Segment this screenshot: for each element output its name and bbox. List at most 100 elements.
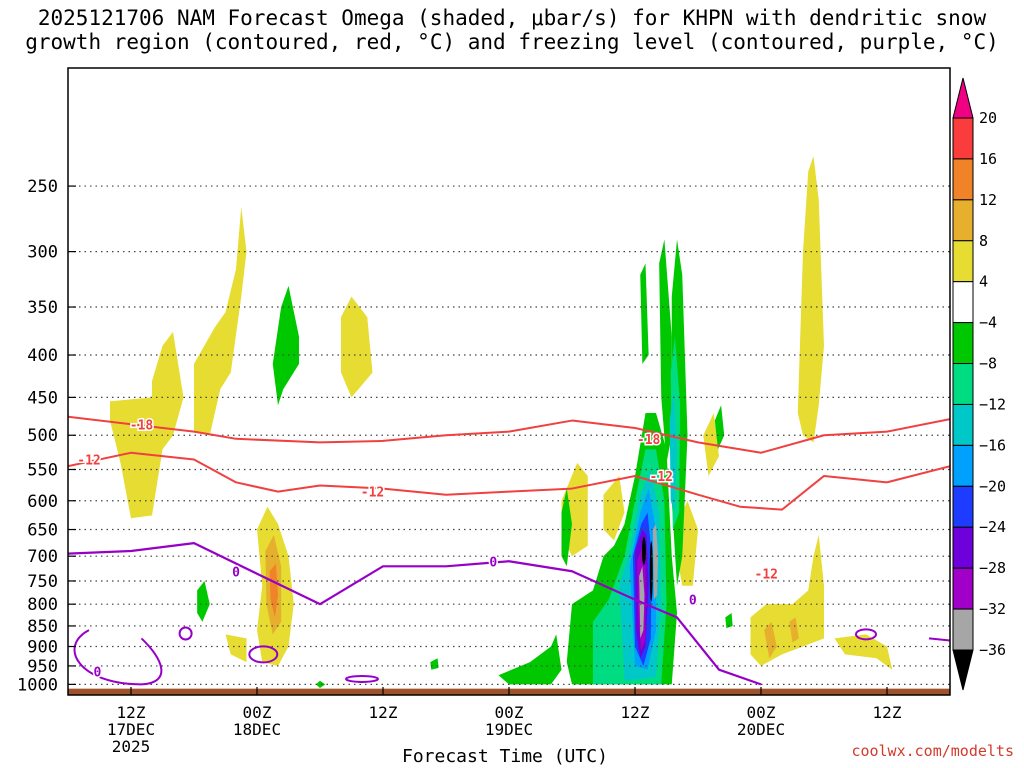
ytick-label-500: 500 (27, 426, 58, 446)
omega-blob (725, 613, 733, 629)
colorbar-swatch (952, 567, 974, 610)
omega-blob (110, 397, 163, 519)
contour-minus18 (68, 415, 950, 454)
omega-blob (789, 617, 799, 643)
colorbar-label: −20 (979, 477, 1006, 495)
xtick-label: 2025 (112, 737, 151, 756)
xtick-label: 12Z (873, 703, 902, 722)
colorbar-label: −36 (979, 641, 1006, 659)
colorbar-swatch (952, 117, 974, 160)
colorbar-label: 8 (979, 232, 988, 250)
xtick-label: 20DEC (737, 720, 785, 739)
xtick-label: 18DEC (233, 720, 281, 739)
ytick-label-700: 700 (27, 547, 58, 567)
colorbar-label: −16 (979, 436, 1006, 454)
omega-extreme (641, 536, 646, 565)
xtick-label: 00Z (243, 703, 272, 722)
contour-freezing-loop (928, 637, 950, 642)
omega-blob (430, 658, 439, 670)
xtick-label: 12Z (621, 703, 650, 722)
colorbar-swatch (952, 444, 974, 487)
colorbar-swatch (952, 322, 974, 365)
contour-freezing-loop (855, 628, 877, 641)
colorbar-label: −12 (979, 395, 1006, 413)
colorbar-swatch (952, 199, 974, 242)
contour-label-minus12: -12 (755, 568, 778, 583)
contour-label-freezing: 0 (689, 594, 697, 609)
ytick-label-850: 850 (27, 617, 58, 637)
contour-label-freezing: 0 (93, 666, 101, 681)
omega-blob (603, 475, 625, 541)
colorbar-label: −24 (979, 518, 1006, 536)
contour-freezing-loop (178, 626, 193, 641)
omega-shading (110, 156, 893, 688)
colorbar: 20 16 12 8 4 −4 −8 −12 −16 −20 −24 −28 −32 −36 (952, 77, 1006, 691)
ytick-label-600: 600 (27, 492, 58, 512)
contour-label-freezing: 0 (232, 565, 240, 580)
ytick-label-1000: 1000 (17, 675, 58, 695)
omega-blob (714, 405, 725, 450)
omega-blob (315, 680, 326, 688)
ytick-label-250: 250 (27, 177, 58, 197)
contour-label-freezing: 0 (489, 555, 497, 570)
colorbar-swatch (952, 485, 974, 528)
omega-blob (225, 634, 247, 663)
ytick-label-800: 800 (27, 595, 58, 615)
omega-blob (194, 207, 247, 436)
colorbar-label: 20 (979, 109, 997, 127)
credit-text: coolwx.com/modelts (851, 742, 1014, 760)
colorbar-label: 16 (979, 150, 997, 168)
colorbar-swatch (952, 363, 974, 405)
omega-blob (640, 263, 649, 364)
omega-blob (561, 488, 572, 567)
colorbar-swatch (952, 158, 974, 201)
ytick-label-950: 950 (27, 657, 58, 677)
xtick-label: 12Z (117, 703, 146, 722)
ytick-label-650: 650 (27, 521, 58, 541)
omega-blob (659, 239, 672, 463)
contour-freezing-loop (248, 645, 279, 664)
contour-freezing-loop (345, 674, 379, 683)
xtick-label: 00Z (495, 703, 524, 722)
colorbar-label: −4 (979, 314, 997, 332)
colorbar-top-triangle (952, 77, 974, 119)
colorbar-swatch (952, 526, 974, 569)
contour-lines: -18 -18 -12 -12 -12 -12 0 0 0 0 (68, 415, 950, 686)
contour-label-minus12: -12 (361, 486, 384, 501)
pressure-gridlines (68, 185, 950, 685)
colorbar-label: −8 (979, 355, 997, 373)
omega-blob (197, 580, 210, 622)
contour-label-minus12: -12 (77, 454, 100, 469)
contour-minus12 (68, 451, 950, 511)
ytick-label-350: 350 (27, 298, 58, 318)
colorbar-label: 12 (979, 191, 997, 209)
contour-label-minus12: -12 (650, 470, 673, 485)
colorbar-swatch (952, 240, 974, 283)
colorbar-bottom-triangle (952, 649, 974, 691)
colorbar-swatch (952, 281, 974, 324)
colorbar-swatch (952, 608, 974, 651)
omega-blob (341, 296, 373, 398)
omega-blob (669, 389, 677, 513)
ytick-label-550: 550 (27, 460, 58, 480)
x-axis-label: Forecast Time (UTC) (402, 746, 608, 767)
contour-label-minus18: -18 (130, 418, 154, 433)
colorbar-swatch (952, 403, 974, 446)
contour-freezing (68, 541, 762, 686)
omega-blob (272, 285, 299, 406)
colorbar-label: 4 (979, 273, 988, 291)
omega-blob (152, 331, 184, 450)
omega-blob (764, 621, 777, 659)
xtick-label: 12Z (369, 703, 398, 722)
colorbar-label: −32 (979, 600, 1006, 618)
ytick-label-450: 450 (27, 388, 58, 408)
title-line-2: growth region (contoured, red, °C) and f… (25, 30, 999, 54)
omega-extreme (649, 541, 653, 602)
contour-label-minus18: -18 (637, 433, 661, 448)
title-line-1: 2025121706 NAM Forecast Omega (shaded, μ… (37, 6, 987, 30)
omega-blob (797, 156, 824, 443)
omega-blob (498, 634, 562, 685)
contour-freezing-loop (73, 629, 163, 686)
